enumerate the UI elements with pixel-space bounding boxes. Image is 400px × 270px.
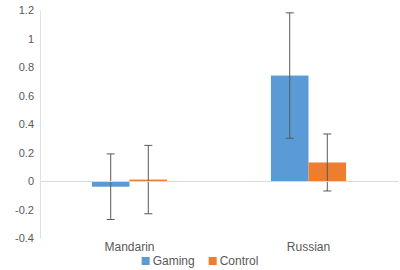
y-tick: 0.6 — [19, 90, 40, 102]
error-bar — [323, 134, 331, 191]
y-tick: 0.8 — [19, 61, 40, 73]
error-bar — [144, 145, 152, 213]
legend-swatch — [142, 257, 150, 265]
error-bar — [107, 154, 115, 220]
y-tick-label: 0 — [28, 175, 34, 187]
chart: -0.4 -0.2 0 0.2 0.4 0.6 0.8 1 1.2 Mandarin Russian… — [0, 0, 400, 270]
legend-swatch — [209, 257, 217, 265]
x-tick-label: Mandarin — [104, 240, 154, 254]
bar-series — [92, 76, 309, 187]
y-tick-label: 0.4 — [19, 118, 34, 130]
legend-label: Control — [220, 254, 259, 268]
x-tick-label: Russian — [287, 240, 330, 254]
legend: Gaming Control — [142, 254, 259, 268]
legend-item: Control — [209, 254, 259, 268]
error-bar — [286, 13, 294, 138]
x-axis: Mandarin Russian — [41, 181, 399, 254]
x-axis-line — [41, 181, 399, 182]
y-tick: 0.4 — [19, 118, 40, 130]
legend-item: Gaming — [142, 254, 195, 268]
y-axis: -0.4 -0.2 0 0.2 0.4 0.6 0.8 1 1.2 — [15, 4, 40, 244]
error-bar-series — [107, 13, 294, 220]
y-tick-label: -0.4 — [15, 232, 34, 244]
legend-label: Gaming — [153, 254, 195, 268]
y-tick-label: 0.8 — [19, 61, 34, 73]
y-tick-label: 1.2 — [19, 4, 34, 16]
y-tick: -0.4 — [15, 232, 40, 244]
y-tick: 1 — [28, 33, 40, 45]
x-tick: Russian — [287, 181, 330, 254]
error-bar-series — [144, 134, 331, 214]
y-tick: -0.2 — [15, 204, 40, 216]
y-axis-line — [40, 11, 41, 239]
y-tick: 0.2 — [19, 147, 40, 159]
bar-series — [130, 162, 347, 181]
y-tick: 0 — [28, 175, 40, 187]
y-tick: 1.2 — [19, 4, 40, 16]
y-tick-label: 0.6 — [19, 90, 34, 102]
y-tick-label: -0.2 — [15, 204, 34, 216]
y-tick-label: 0.2 — [19, 147, 34, 159]
plot-area — [92, 13, 346, 220]
y-tick-label: 1 — [28, 33, 34, 45]
x-tick: Mandarin — [104, 181, 154, 254]
